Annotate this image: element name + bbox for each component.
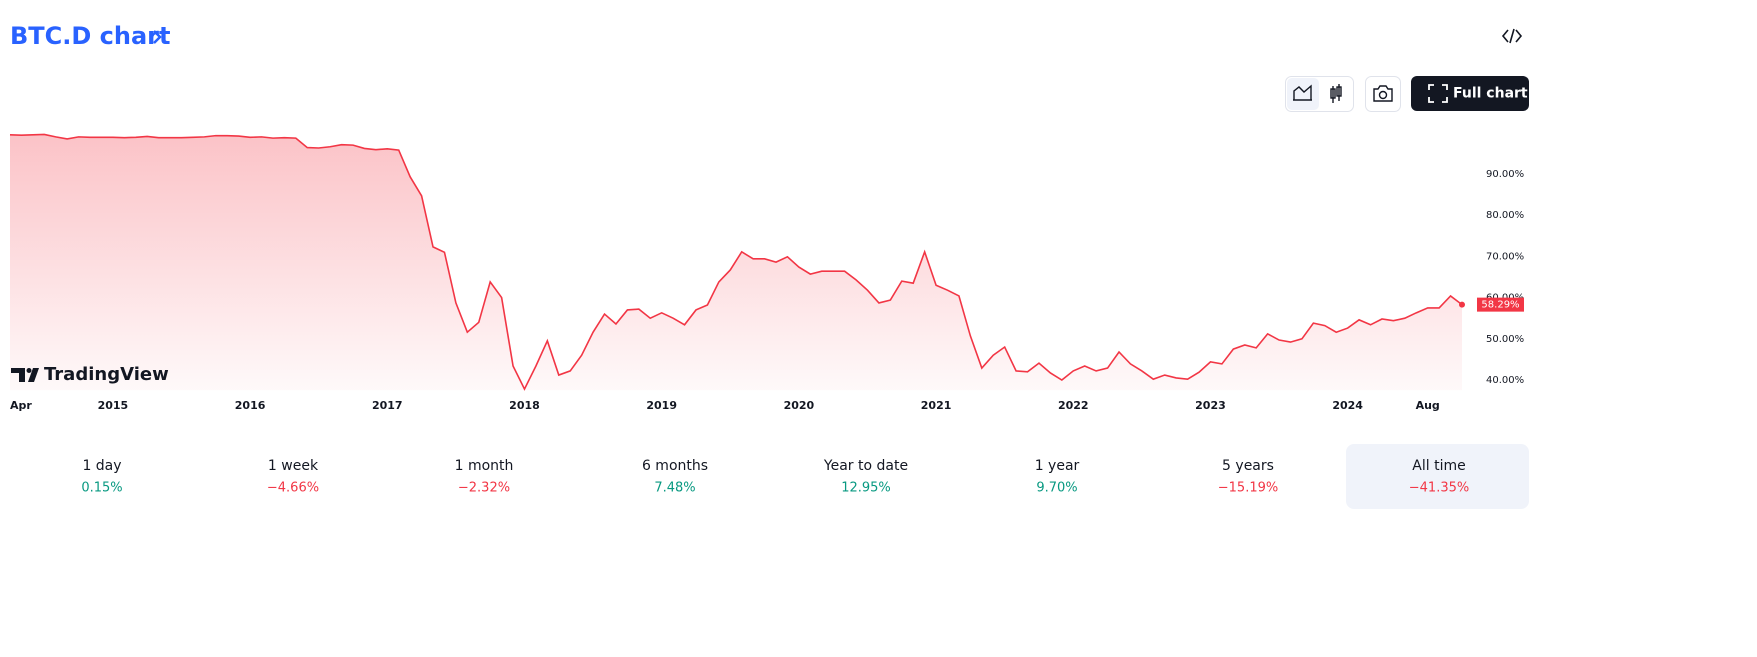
y-tick-label: 80.00%	[1486, 210, 1524, 221]
period-button[interactable]	[776, 444, 956, 509]
x-tick-label: 2021	[921, 399, 952, 412]
period-button[interactable]	[967, 444, 1147, 509]
period-button[interactable]	[203, 444, 383, 509]
x-tick-label: 2016	[235, 399, 266, 412]
period-change: 0.15%	[81, 481, 122, 496]
x-tick-label: 2022	[1058, 399, 1089, 412]
area-style-button[interactable]	[1287, 78, 1319, 110]
x-tick-label: 2018	[509, 399, 540, 412]
period-change: −41.35%	[1409, 481, 1469, 496]
watermark: TradingView	[44, 364, 169, 385]
y-tick-label: 40.00%	[1486, 375, 1524, 386]
period-selected	[1346, 444, 1529, 509]
x-tick-label: 2019	[646, 399, 677, 412]
period-change: −2.32%	[458, 481, 510, 496]
period-change: 7.48%	[654, 481, 695, 496]
period-button[interactable]	[1349, 444, 1529, 509]
x-tick-label: 2020	[784, 399, 815, 412]
y-tick-label: 70.00%	[1486, 251, 1524, 262]
period-label: 1 day	[82, 458, 121, 474]
camera-lens	[1378, 90, 1388, 100]
period-label: All time	[1412, 458, 1465, 474]
candle-style-button[interactable]	[1330, 84, 1342, 103]
tv-logo[interactable]: TradingView	[11, 364, 169, 385]
fullscreen-icon	[1428, 84, 1448, 103]
period-change: −15.19%	[1218, 481, 1278, 496]
price-tag	[1477, 297, 1524, 312]
x-tick-label: 2017	[372, 399, 403, 412]
snapshot-button[interactable]	[1365, 76, 1401, 112]
period-change: 9.70%	[1036, 481, 1077, 496]
last-point	[1459, 301, 1465, 308]
x-tick-label: Aug	[1416, 399, 1440, 412]
x-tick-label: 2023	[1195, 399, 1226, 412]
period-change: 12.95%	[841, 481, 891, 496]
camera-icon	[1373, 85, 1393, 102]
chart-title[interactable]: BTC.D chart	[10, 22, 171, 50]
period-label: Year to date	[823, 458, 908, 474]
period-label: 6 months	[642, 458, 708, 474]
x-tick-label: 2024	[1332, 399, 1363, 412]
period-label: 5 years	[1222, 458, 1274, 474]
x-tick-label: 2015	[98, 399, 129, 412]
period-button[interactable]	[1158, 444, 1338, 509]
period-label: 1 month	[455, 458, 514, 474]
title-chevron[interactable]	[153, 30, 162, 44]
x-tick-label: Apr	[10, 399, 32, 412]
period-label: 1 week	[268, 458, 319, 474]
price-tag-label: 58.29%	[1481, 300, 1519, 311]
y-tick-label: 90.00%	[1486, 169, 1524, 180]
embed-icon[interactable]	[1501, 28, 1523, 44]
period-change: −4.66%	[267, 481, 319, 496]
line	[9, 133, 1463, 391]
period-label: 1 year	[1035, 458, 1080, 474]
period-button[interactable]	[585, 444, 765, 509]
period-button[interactable]	[12, 444, 192, 509]
full-chart-label[interactable]: Full chart	[1453, 86, 1528, 102]
full-chart-button[interactable]	[1411, 76, 1529, 111]
area-icon	[1293, 84, 1312, 101]
period-button[interactable]	[394, 444, 574, 509]
y-tick-label: 50.00%	[1486, 334, 1524, 345]
